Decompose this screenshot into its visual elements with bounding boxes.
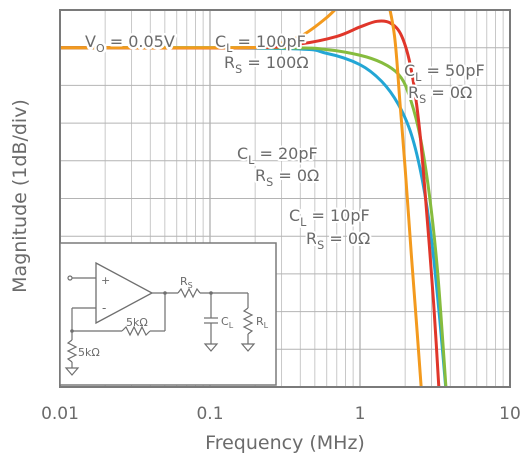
series-label-0-line2: RS = 100Ω xyxy=(224,53,309,76)
series-label-2-line2: RS = 0Ω xyxy=(255,166,319,189)
annotation-vo: VO = 0.05V xyxy=(85,32,175,55)
rf-resistor xyxy=(121,325,151,337)
ground-symbol xyxy=(64,367,80,376)
series-label-1-line2: RS = 0Ω xyxy=(408,83,472,106)
opamp-plus-label: + xyxy=(101,274,110,287)
inset-box xyxy=(59,242,277,386)
rl-label: RL xyxy=(256,315,269,330)
x-tick-label: 0.1 xyxy=(196,404,223,424)
inset-schematic: + - RS CL RL 5kΩ 5kΩ xyxy=(59,242,277,386)
ground-symbol xyxy=(203,343,219,352)
cl-label: CL xyxy=(221,315,234,330)
axes: Frequency (MHz) Magnitude (1dB/div) 0.01… xyxy=(9,99,521,454)
rs-resistor xyxy=(177,287,201,299)
series-label-3-line2: RS = 0Ω xyxy=(306,229,370,252)
rg-resistor xyxy=(66,339,78,363)
rs-label: RS xyxy=(180,275,193,290)
series-label-2-line1: CL = 20pF xyxy=(237,144,318,167)
series-label-0-line1: CL = 100pF xyxy=(215,32,306,55)
series-line-0 xyxy=(60,10,423,387)
series-label-1-line1: CL = 50pF xyxy=(404,61,485,84)
series-line-1 xyxy=(60,19,441,387)
x-axis-label: Frequency (MHz) xyxy=(205,432,365,454)
x-tick-label: 1 xyxy=(355,404,366,424)
series-label-3-line1: CL = 10pF xyxy=(289,206,370,229)
plot-frame xyxy=(59,9,511,388)
rl-resistor xyxy=(242,307,254,335)
opamp-minus-label: - xyxy=(102,301,106,315)
input-terminal xyxy=(67,275,73,281)
series-curves xyxy=(60,10,448,387)
opamp-symbol xyxy=(95,261,154,325)
plot-border xyxy=(59,9,511,388)
x-tick-label: 10 xyxy=(499,404,521,424)
y-axis-label: Magnitude (1dB/div) xyxy=(9,99,31,293)
x-tick-label: 0.01 xyxy=(41,404,79,424)
rf-label: 5kΩ xyxy=(126,316,148,329)
ground-symbol xyxy=(240,343,256,352)
rg-label: 5kΩ xyxy=(78,346,100,359)
